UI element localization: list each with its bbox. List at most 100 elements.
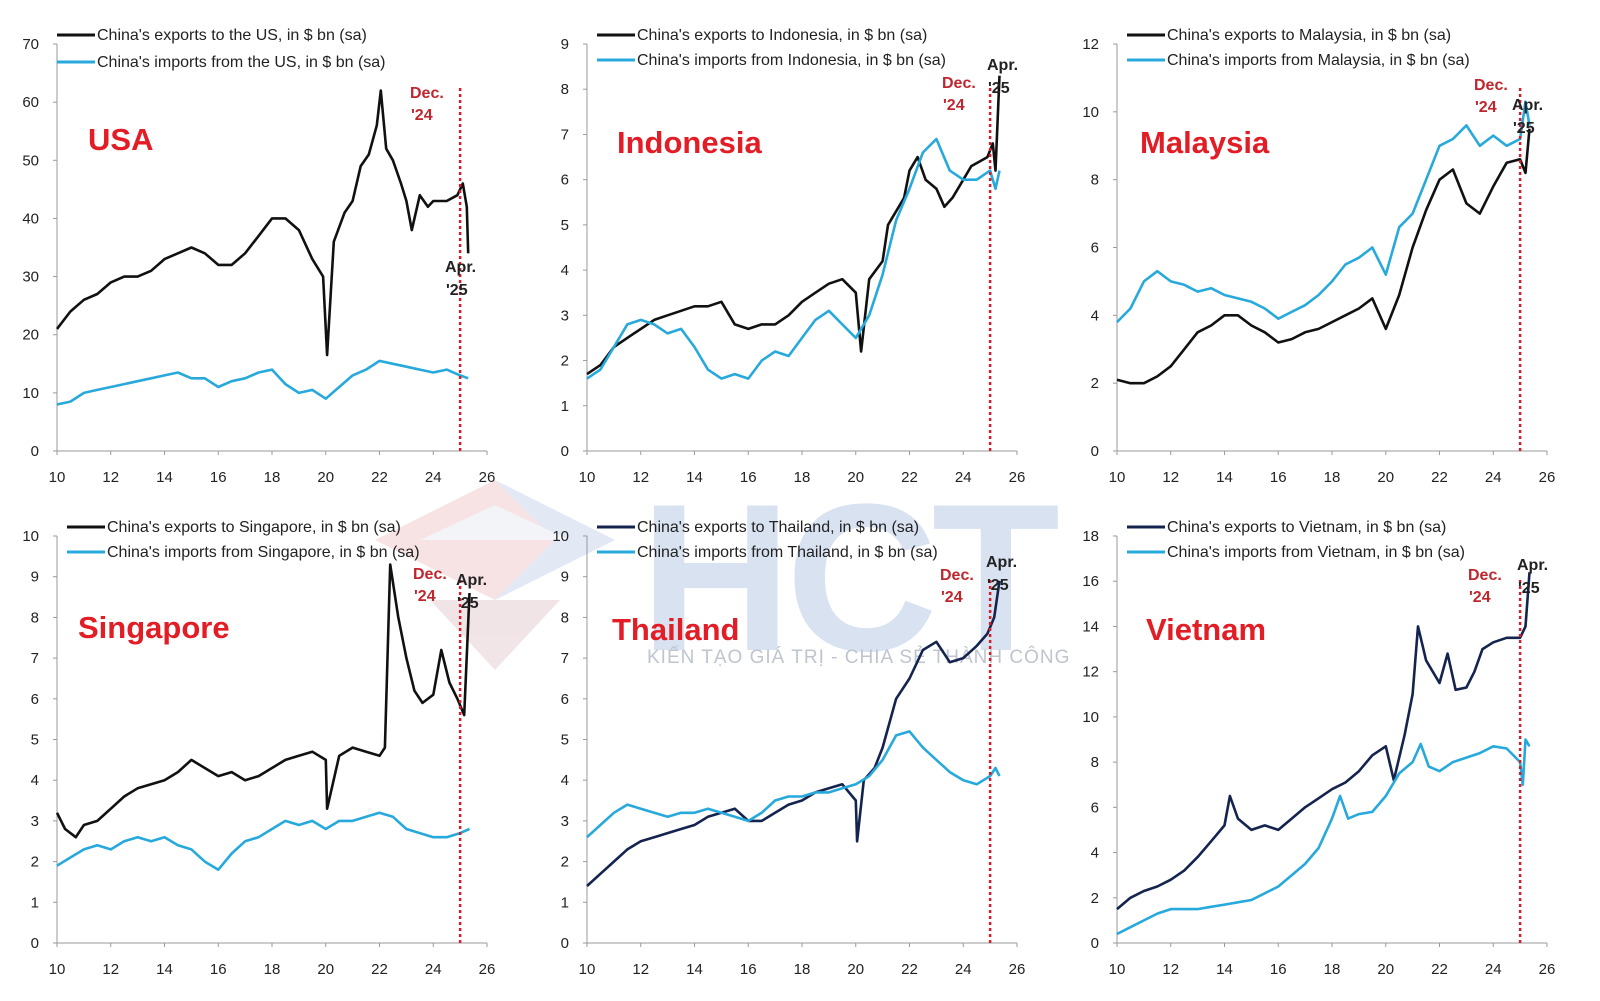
annotation-dec-line2: '24 (943, 97, 965, 114)
y-tick-label: 20 (22, 327, 39, 344)
y-tick-label: 1 (561, 398, 569, 415)
watermark-brand: HCT (640, 460, 1060, 695)
x-tick-label: 22 (901, 961, 918, 978)
y-tick-label: 16 (1082, 573, 1099, 590)
y-tick-label: 50 (22, 152, 39, 169)
y-tick-label: 3 (561, 813, 569, 830)
x-tick-label: 26 (1539, 469, 1556, 486)
legend-label: China's exports to Thailand, in $ bn (sa… (637, 519, 919, 536)
legend-label: China's imports from Malaysia, in $ bn (… (1167, 52, 1470, 69)
legend-label: China's exports to Singapore, in $ bn (s… (107, 519, 401, 536)
y-tick-label: 10 (552, 528, 569, 545)
legend-label: China's imports from Singapore, in $ bn … (107, 544, 420, 561)
y-tick-label: 1 (31, 894, 39, 911)
legend-label: China's imports from Vietnam, in $ bn (s… (1167, 544, 1465, 561)
watermark-diamond-top (420, 505, 570, 540)
x-tick-label: 16 (1270, 469, 1287, 486)
series-line-imports (586, 730, 1001, 839)
series-line-exports (1116, 572, 1531, 911)
annotation-dec-line2: '24 (414, 588, 436, 605)
annotation-apr-line2: '25 (457, 595, 479, 612)
y-tick-label: 9 (31, 569, 39, 586)
legend-label: China's imports from the US, in $ bn (sa… (97, 54, 386, 71)
x-tick-label: 12 (1162, 469, 1179, 486)
y-tick-label: 1 (561, 894, 569, 911)
annotation-apr-line2: '25 (987, 577, 1009, 594)
annotation-dec-line1: Dec. (410, 85, 444, 102)
y-tick-label: 8 (1091, 754, 1099, 771)
annotation-dec-line2: '24 (1475, 99, 1497, 116)
annotation-dec-line2: '24 (941, 589, 963, 606)
x-tick-label: 22 (1431, 961, 1448, 978)
y-tick-label: 2 (31, 854, 39, 871)
x-tick-label: 18 (1324, 961, 1341, 978)
y-tick-label: 14 (1082, 618, 1099, 635)
y-tick-label: 8 (561, 81, 569, 98)
annotation-dec-line1: Dec. (940, 567, 974, 584)
x-tick-label: 20 (1377, 469, 1394, 486)
x-tick-label: 12 (102, 961, 119, 978)
chart-panel-usa: 0 10 20 30 40 50 60 70 10 12 14 16 18 20 22 24 26 China's… (22, 27, 495, 486)
y-tick-label: 2 (561, 854, 569, 871)
y-tick-label: 0 (31, 443, 39, 460)
x-tick-label: 14 (156, 961, 173, 978)
y-tick-label: 10 (1082, 709, 1099, 726)
x-tick-label: 24 (425, 961, 442, 978)
y-tick-label: 6 (561, 691, 569, 708)
y-tick-label: 40 (22, 210, 39, 227)
y-tick-label: 5 (31, 732, 39, 749)
x-tick-label: 26 (479, 469, 496, 486)
watermark-tagline: KIẾN TẠO GIÁ TRỊ - CHIA SẺ THÀNH CÔNG (647, 646, 1070, 668)
x-tick-label: 14 (686, 961, 703, 978)
annotation-apr-line1: Apr. (456, 572, 487, 589)
country-title: Vietnam (1146, 612, 1266, 647)
x-tick-label: 24 (425, 469, 442, 486)
legend-label: China's exports to Vietnam, in $ bn (sa) (1167, 519, 1446, 536)
y-tick-label: 12 (1082, 36, 1099, 53)
y-tick-label: 6 (1091, 799, 1099, 816)
y-tick-label: 0 (1091, 443, 1099, 460)
y-tick-label: 10 (22, 385, 39, 402)
annotation-apr-line1: Apr. (987, 57, 1018, 74)
x-tick-label: 12 (102, 469, 119, 486)
y-tick-label: 7 (561, 126, 569, 143)
x-tick-label: 14 (1216, 961, 1233, 978)
y-tick-label: 18 (1082, 528, 1099, 545)
legend-label: China's imports from Thailand, in $ bn (… (637, 544, 938, 561)
y-tick-label: 8 (561, 609, 569, 626)
y-tick-label: 4 (1091, 307, 1099, 324)
series-line-imports (586, 137, 1001, 380)
series-line-imports (1116, 738, 1531, 936)
annotation-dec-line1: Dec. (413, 566, 447, 583)
annotation-apr-line2: '25 (988, 80, 1010, 97)
annotation-apr-line2: '25 (446, 282, 468, 299)
y-tick-label: 0 (561, 443, 569, 460)
y-tick-label: 9 (561, 569, 569, 586)
x-tick-label: 26 (479, 961, 496, 978)
x-tick-label: 20 (847, 961, 864, 978)
x-tick-label: 18 (794, 961, 811, 978)
series-line-exports (55, 89, 470, 357)
x-tick-label: 20 (317, 961, 334, 978)
y-tick-label: 4 (1091, 845, 1099, 862)
y-tick-label: 5 (561, 732, 569, 749)
x-tick-label: 16 (740, 469, 757, 486)
x-tick-label: 22 (901, 469, 918, 486)
x-tick-label: 12 (632, 961, 649, 978)
y-tick-label: 9 (561, 36, 569, 53)
x-tick-label: 22 (371, 961, 388, 978)
x-tick-label: 20 (1377, 961, 1394, 978)
y-tick-label: 5 (561, 217, 569, 234)
country-title: Thailand (612, 612, 739, 647)
legend-label: China's imports from Indonesia, in $ bn … (637, 52, 946, 69)
annotation-apr-line1: Apr. (986, 554, 1017, 571)
x-tick-label: 16 (1270, 961, 1287, 978)
x-tick-label: 24 (955, 961, 972, 978)
x-tick-label: 18 (264, 961, 281, 978)
x-tick-label: 16 (210, 469, 227, 486)
x-tick-label: 10 (1109, 961, 1126, 978)
y-tick-label: 30 (22, 269, 39, 286)
